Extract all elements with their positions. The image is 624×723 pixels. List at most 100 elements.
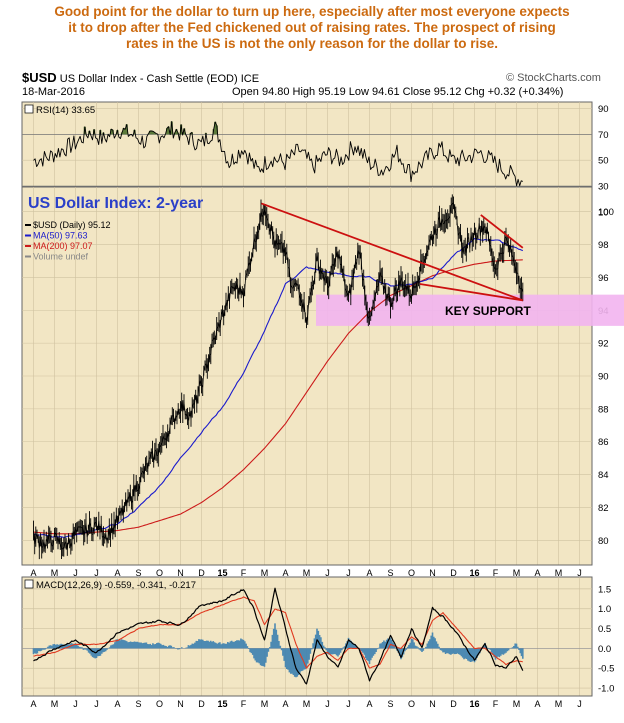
rsi-tick-label: 90	[598, 104, 609, 115]
annotation-line-1: Good point for the dollar to turn up her…	[54, 4, 570, 19]
x-tick-label: J	[73, 568, 78, 578]
macd-panel-bg	[21, 576, 593, 697]
x-tick-label: M	[51, 568, 59, 578]
x-tick-label: N	[177, 699, 184, 709]
x-tick-label: D	[450, 568, 457, 578]
x-tick-label: A	[282, 699, 288, 709]
price-chart-title: US Dollar Index: 2-year	[28, 195, 203, 212]
x-tick-label: A	[282, 568, 288, 578]
price-tick-label: 90	[598, 372, 609, 383]
x-tick-label: S	[135, 568, 141, 578]
price-tick-label: 92	[598, 339, 609, 350]
x-tick-label: A	[366, 699, 372, 709]
x-tick-label: J	[94, 568, 99, 578]
rsi-tick-label: 10	[598, 208, 609, 219]
chart-annotation: Good point for the dollar to turn up her…	[0, 4, 624, 52]
x-tick-label: M	[261, 699, 269, 709]
x-tick-label: D	[198, 568, 205, 578]
x-tick-label: 15	[217, 699, 227, 709]
macd-panel: 1.5 1.0 0.5 0.0 -0.5 -1.0 MACD(12,26,9) -0.559…	[21, 576, 614, 709]
rsi-label: RSI(14) 33.65	[36, 105, 95, 116]
macd-tick-label: -0.5	[598, 664, 614, 675]
x-tick-label: M	[303, 568, 311, 578]
trendline	[419, 283, 523, 302]
rsi-tick-label: 70	[598, 130, 609, 141]
legend-entry: MA(200) 97.07	[33, 241, 93, 251]
x-tick-label: J	[325, 568, 330, 578]
x-tick-label: J	[577, 568, 582, 578]
x-tick-label: J	[346, 699, 351, 709]
x-tick-label: J	[73, 699, 78, 709]
x-tick-label: A	[114, 568, 120, 578]
chart-date: 18-Mar-2016	[22, 86, 85, 98]
rsi-legend-swatch	[24, 104, 34, 114]
x-tick-label: O	[408, 699, 415, 709]
x-tick-label: J	[346, 568, 351, 578]
instrument-name: US Dollar Index - Cash Settle (EOD)	[59, 73, 238, 85]
price-line	[33, 202, 524, 550]
annotation-line-2: it to drop after the Fed chickened out o…	[68, 20, 556, 35]
price-tick-label: 86	[598, 437, 609, 448]
x-tick-label: M	[51, 699, 59, 709]
x-tick-label: O	[156, 568, 163, 578]
price-tick-label: 96	[598, 273, 609, 284]
x-tick-label: N	[429, 568, 436, 578]
macd-tick-label: 1.5	[598, 584, 611, 595]
x-tick-label: M	[555, 568, 563, 578]
macd-tick-label: 0.5	[598, 624, 611, 635]
rsi-tick-label: 50	[598, 156, 609, 167]
x-tick-label: 16	[469, 568, 479, 578]
x-tick-label: A	[30, 568, 36, 578]
legend-entry: $USD (Daily) 95.12	[33, 220, 111, 230]
legend-entry: MA(50) 97.63	[33, 231, 88, 241]
price-tick-label: 88	[598, 404, 609, 415]
macd-signal-line	[33, 596, 523, 669]
x-tick-label: S	[135, 699, 141, 709]
symbol: $USD	[22, 70, 57, 85]
macd-tick-label: 0.0	[598, 644, 611, 655]
x-tick-label: M	[303, 699, 311, 709]
x-tick-label: 15	[217, 568, 227, 578]
x-tick-label: S	[387, 568, 393, 578]
x-tick-label: A	[366, 568, 372, 578]
macd-legend-swatch	[24, 579, 34, 589]
x-tick-label: M	[261, 568, 269, 578]
macd-tick-label: 1.0	[598, 604, 611, 615]
annotation-line-3: rates in the US is not the only reason f…	[125, 36, 499, 51]
ohlc-readout: Open 94.80 High 95.19 Low 94.61 Close 95…	[232, 86, 564, 98]
x-tick-label: M	[513, 699, 521, 709]
x-tick-label: J	[325, 699, 330, 709]
rsi-line	[33, 121, 523, 187]
x-tick-label: N	[177, 568, 184, 578]
x-tick-label: O	[156, 699, 163, 709]
x-tick-label: M	[555, 699, 563, 709]
x-tick-label: A	[534, 699, 540, 709]
macd-tick-label: -1.0	[598, 684, 614, 695]
trendline	[480, 214, 524, 249]
x-tick-label: F	[241, 568, 247, 578]
x-tick-label: A	[30, 699, 36, 709]
x-tick-label: A	[114, 699, 120, 709]
x-tick-label: J	[94, 699, 99, 709]
x-tick-label: F	[241, 699, 247, 709]
chart-header-title: $USD US Dollar Index - Cash Settle (EOD)…	[22, 70, 259, 85]
x-tick-label: F	[493, 568, 499, 578]
price-tick-label: 98	[598, 240, 609, 251]
price-tick-label: 82	[598, 503, 609, 514]
x-tick-label: 16	[469, 699, 479, 709]
x-tick-label: S	[387, 699, 393, 709]
x-tick-label: A	[534, 568, 540, 578]
x-tick-label: M	[513, 568, 521, 578]
trendline	[261, 202, 524, 302]
price-tick-label: 100	[598, 207, 614, 218]
rsi-tick-label: 30	[598, 182, 609, 193]
legend-entry: Volume undef	[33, 252, 89, 262]
x-tick-label: F	[493, 699, 499, 709]
key-support-label: KEY SUPPORT	[445, 304, 531, 318]
exchange: ICE	[240, 73, 260, 85]
price-tick-label: 84	[598, 470, 609, 481]
x-tick-label: J	[577, 699, 582, 709]
x-tick-label: D	[450, 699, 457, 709]
x-tick-label: D	[198, 699, 205, 709]
